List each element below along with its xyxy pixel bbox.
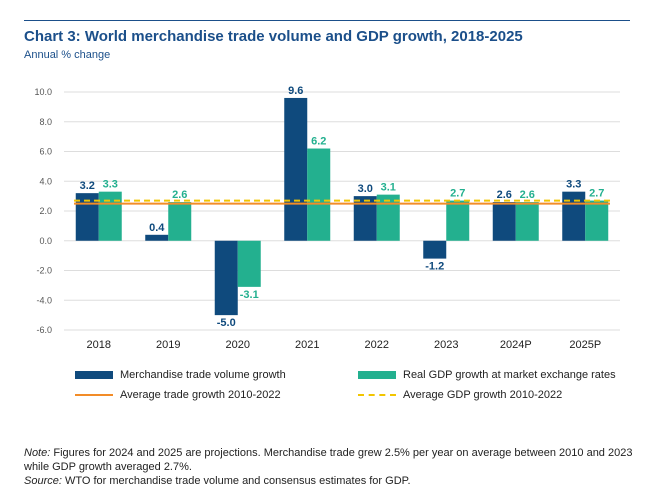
trade-data-label: 2.6 [497,189,512,201]
gdp-bar [98,191,122,241]
y-tick-label: -4.0 [36,295,52,305]
x-tick-label: 2022 [365,339,389,351]
gdp-data-label: 2.6 [172,189,187,201]
gdp-data-label: 2.7 [450,188,465,200]
trade-data-label: 3.3 [566,179,581,191]
trade-bar [284,97,308,241]
y-tick-label: 4.0 [39,176,52,186]
gdp-data-label: 3.3 [103,179,118,191]
top-rule [24,20,630,21]
y-tick-label: -6.0 [36,325,52,335]
trade-bar [492,202,516,241]
gdp-bar [515,202,539,241]
chart-subtitle: Annual % change [24,49,111,61]
x-tick-label: 2019 [156,339,180,351]
trade-bar [423,240,447,259]
gdp-data-label: -3.1 [240,289,259,301]
x-tick-label: 2023 [434,339,458,351]
source-note: Source: WTO for merchandise trade volume… [24,474,636,488]
legend-avg-trade: Average trade growth 2010-2022 [75,389,281,401]
x-tick-label: 2021 [295,339,319,351]
y-tick-label: 2.0 [39,206,52,216]
legend-trade-swatch [75,371,113,379]
gdp-bar [168,202,192,241]
gdp-bar [237,240,261,287]
source-label: Source: [24,475,62,487]
trade-bar [353,196,377,241]
trade-bar [214,240,238,316]
trade-data-label: 3.2 [80,180,95,192]
legend-avg-gdp-swatch [358,394,396,396]
legend-avg-trade-label: Average trade growth 2010-2022 [120,389,281,401]
gdp-bar [307,148,331,241]
y-tick-label: 10.0 [34,87,52,97]
gdp-data-label: 6.2 [311,136,326,148]
gdp-data-label: 2.6 [520,189,535,201]
legend-gdp: Real GDP growth at market exchange rates [358,369,616,381]
trade-bar [145,234,169,241]
trade-data-label: 0.4 [149,222,165,234]
trade-data-label: 3.0 [358,183,373,195]
gdp-bar [585,200,609,241]
legend-avg-gdp: Average GDP growth 2010-2022 [358,389,562,401]
trade-bar [562,191,586,241]
gdp-bar [446,200,470,241]
y-tick-label: 8.0 [39,117,52,127]
y-tick-label: 6.0 [39,147,52,157]
trade-data-label: -1.2 [425,261,444,273]
x-tick-label: 2020 [226,339,250,351]
source-text: WTO for merchandise trade volume and con… [61,475,411,487]
legend-gdp-label: Real GDP growth at market exchange rates [403,369,616,381]
y-tick-label: -2.0 [36,266,52,276]
trade-data-label: -5.0 [217,317,236,329]
x-tick-label: 2025P [569,339,601,351]
note-text: Figures for 2024 and 2025 are projection… [24,447,633,473]
trade-bar [75,193,99,241]
legend-avg-gdp-label: Average GDP growth 2010-2022 [403,389,563,401]
legend-avg-trade-swatch [75,394,113,396]
trade-data-label: 9.6 [288,85,303,97]
gdp-bar [376,194,400,241]
x-tick-label: 2024P [500,339,532,351]
gdp-data-label: 2.7 [589,188,604,200]
x-tick-label: 2018 [87,339,111,351]
chart-title: Chart 3: World merchandise trade volume … [24,28,523,45]
legend-gdp-swatch [358,371,396,379]
y-tick-label: 0.0 [39,236,52,246]
legend-trade-label: Merchandise trade volume growth [120,369,286,381]
chart-plot: 10.0 8.0 6.0 4.0 2.0 0.0 -2.0 -4.0 -6.0 3.2 3.3 201… [34,85,620,351]
gdp-data-label: 3.1 [381,182,396,194]
note: Note: Figures for 2024 and 2025 are proj… [24,446,636,474]
note-label: Note: [24,447,51,459]
legend-trade: Merchandise trade volume growth [75,369,286,381]
